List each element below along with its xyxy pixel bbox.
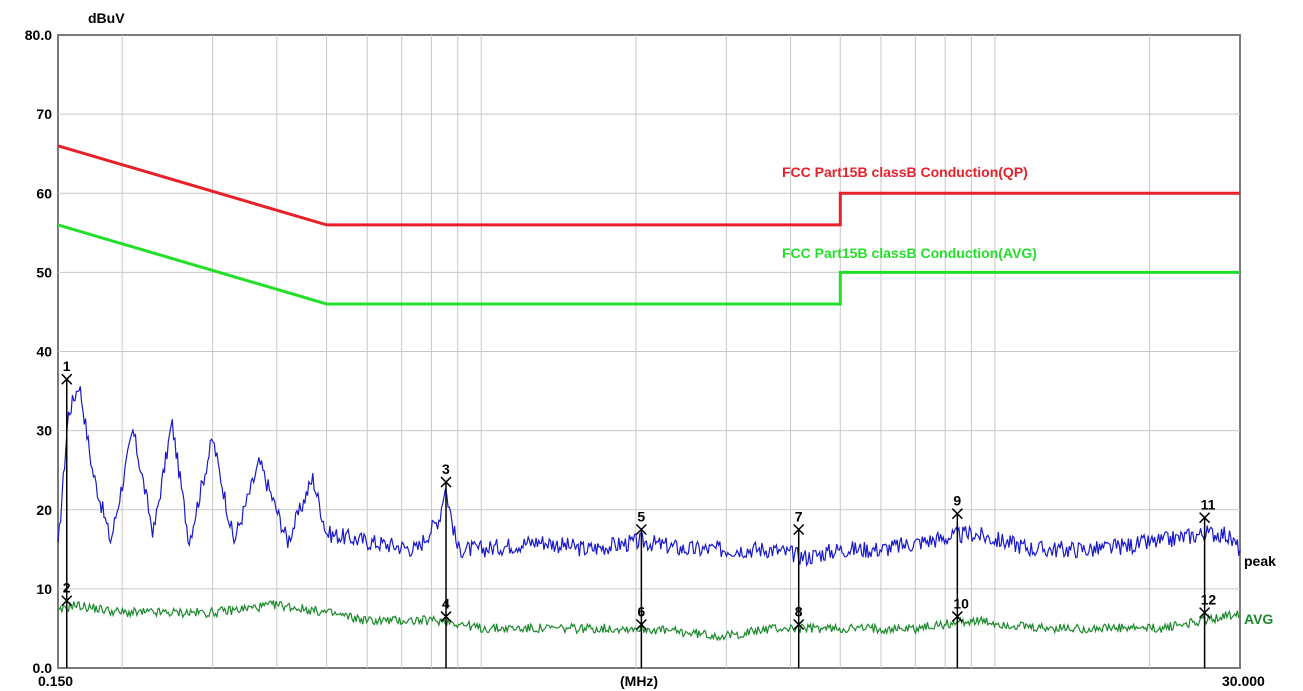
marker-point xyxy=(951,611,963,623)
marker-label: 5 xyxy=(637,509,645,525)
marker-label: 2 xyxy=(63,580,71,596)
axis-tick-labels: 0.0 10 20 30 40 50 60 70 80.0 0.150 30.000 xyxy=(25,27,1265,689)
marker-label: 1 xyxy=(63,358,71,374)
trace-label: AVG xyxy=(1244,611,1273,627)
avg-trace xyxy=(57,600,1241,642)
y-tick-label: 30 xyxy=(36,423,52,439)
marker-point xyxy=(793,618,805,631)
y-tick-label: 0.0 xyxy=(33,660,53,676)
marker-label: 9 xyxy=(953,493,961,509)
measurement-traces: peak AVG xyxy=(57,386,1276,642)
limit-line-label: FCC Part15B classB Conduction(QP) xyxy=(782,164,1028,180)
y-tick-label: 10 xyxy=(36,581,52,597)
peak-trace xyxy=(57,386,1241,568)
marker-label: 4 xyxy=(442,596,450,612)
marker-label: 12 xyxy=(1201,592,1217,608)
x-tick-label: 30.000 xyxy=(1222,673,1265,689)
limit-line-label: FCC Part15B classB Conduction(AVG) xyxy=(782,245,1037,261)
y-tick-label: 20 xyxy=(36,502,52,518)
marker-point xyxy=(635,618,647,631)
y-tick-label: 80.0 xyxy=(25,27,52,43)
marker-label: 11 xyxy=(1201,497,1216,513)
y-tick-label: 70 xyxy=(36,106,52,122)
marker-point xyxy=(1199,512,1211,524)
limit-lines: FCC Part15B classB Conduction(QP) FCC Par… xyxy=(57,144,1240,306)
marker-label: 6 xyxy=(637,603,645,619)
marker-point xyxy=(951,508,963,520)
y-tick-label: 40 xyxy=(36,344,52,360)
marker-point xyxy=(61,595,73,607)
marker-label: 8 xyxy=(795,603,803,619)
x-tick-label: 0.150 xyxy=(38,673,73,689)
marker-label: 3 xyxy=(442,461,450,477)
marker-point xyxy=(1199,607,1211,619)
x-axis-unit-label: (MHz) xyxy=(620,673,658,689)
limit-line xyxy=(57,144,1240,227)
y-tick-label: 60 xyxy=(36,185,52,201)
y-tick-label: 50 xyxy=(36,264,52,280)
marker-point xyxy=(793,524,805,536)
marker-point xyxy=(440,611,452,623)
trace-label: peak xyxy=(1244,553,1276,569)
marker-label: 10 xyxy=(953,596,969,612)
limit-line xyxy=(57,223,1240,306)
y-axis-unit-label: dBuV xyxy=(88,10,125,26)
marker-point xyxy=(61,373,73,385)
marker-point xyxy=(440,476,452,488)
marker-label: 7 xyxy=(795,509,803,525)
marker-point xyxy=(635,524,647,536)
